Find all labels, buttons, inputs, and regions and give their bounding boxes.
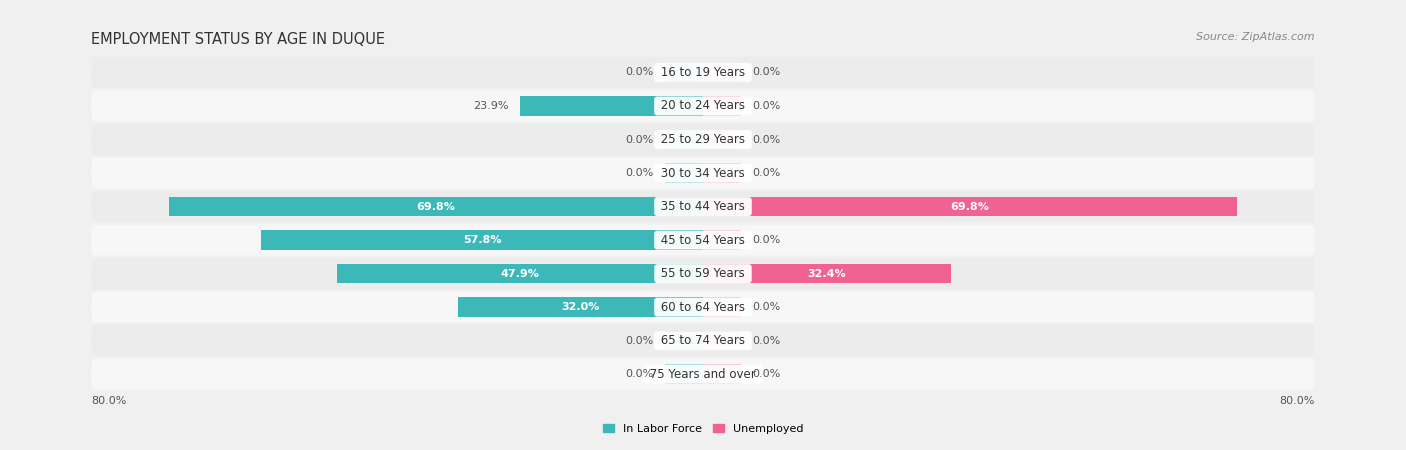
Bar [665,63,703,82]
Bar [262,230,703,250]
Bar [337,264,703,284]
Bar [703,130,741,149]
Legend: In Labor Force, Unemployed: In Labor Force, Unemployed [598,419,808,438]
Text: 0.0%: 0.0% [752,168,780,178]
Text: 45 to 54 Years: 45 to 54 Years [657,234,749,247]
Bar [703,264,950,284]
FancyBboxPatch shape [91,225,1315,256]
Bar [665,364,703,384]
Text: 65 to 74 Years: 65 to 74 Years [657,334,749,347]
Text: 20 to 24 Years: 20 to 24 Years [657,99,749,112]
Text: 80.0%: 80.0% [91,396,127,406]
Bar [665,331,703,351]
Text: 0.0%: 0.0% [752,101,780,111]
Text: 0.0%: 0.0% [752,68,780,77]
FancyBboxPatch shape [91,124,1315,155]
FancyBboxPatch shape [91,158,1315,189]
FancyBboxPatch shape [91,57,1315,88]
Bar [169,197,703,216]
Text: 75 Years and over: 75 Years and over [647,368,759,381]
Text: 25 to 29 Years: 25 to 29 Years [657,133,749,146]
Text: 0.0%: 0.0% [752,369,780,379]
Bar [703,331,741,351]
FancyBboxPatch shape [91,90,1315,122]
Text: 60 to 64 Years: 60 to 64 Years [657,301,749,314]
FancyBboxPatch shape [91,258,1315,289]
Bar [458,297,703,317]
Text: 0.0%: 0.0% [752,235,780,245]
Text: 0.0%: 0.0% [626,369,654,379]
Text: 16 to 19 Years: 16 to 19 Years [657,66,749,79]
Text: 35 to 44 Years: 35 to 44 Years [657,200,749,213]
Text: 0.0%: 0.0% [752,135,780,144]
FancyBboxPatch shape [91,191,1315,222]
Text: 30 to 34 Years: 30 to 34 Years [657,166,749,180]
Text: 80.0%: 80.0% [1279,396,1315,406]
Text: 69.8%: 69.8% [950,202,990,211]
Text: 23.9%: 23.9% [474,101,509,111]
Bar [665,163,703,183]
FancyBboxPatch shape [91,359,1315,390]
Text: 69.8%: 69.8% [416,202,456,211]
FancyBboxPatch shape [91,292,1315,323]
Text: 0.0%: 0.0% [626,68,654,77]
Text: 0.0%: 0.0% [752,302,780,312]
Text: 0.0%: 0.0% [752,336,780,346]
Bar [703,163,741,183]
Text: 0.0%: 0.0% [626,168,654,178]
Bar [520,96,703,116]
Text: 0.0%: 0.0% [626,135,654,144]
Bar [703,230,741,250]
Text: 57.8%: 57.8% [463,235,502,245]
Bar [703,197,1237,216]
Bar [703,364,741,384]
FancyBboxPatch shape [91,325,1315,356]
Bar [665,130,703,149]
Text: 47.9%: 47.9% [501,269,540,279]
Bar [703,63,741,82]
Text: 0.0%: 0.0% [626,336,654,346]
Text: EMPLOYMENT STATUS BY AGE IN DUQUE: EMPLOYMENT STATUS BY AGE IN DUQUE [91,32,385,46]
Bar [703,297,741,317]
Text: 55 to 59 Years: 55 to 59 Years [657,267,749,280]
Bar [703,96,741,116]
Text: 32.0%: 32.0% [561,302,600,312]
Text: 32.4%: 32.4% [807,269,846,279]
Text: Source: ZipAtlas.com: Source: ZipAtlas.com [1197,32,1315,41]
